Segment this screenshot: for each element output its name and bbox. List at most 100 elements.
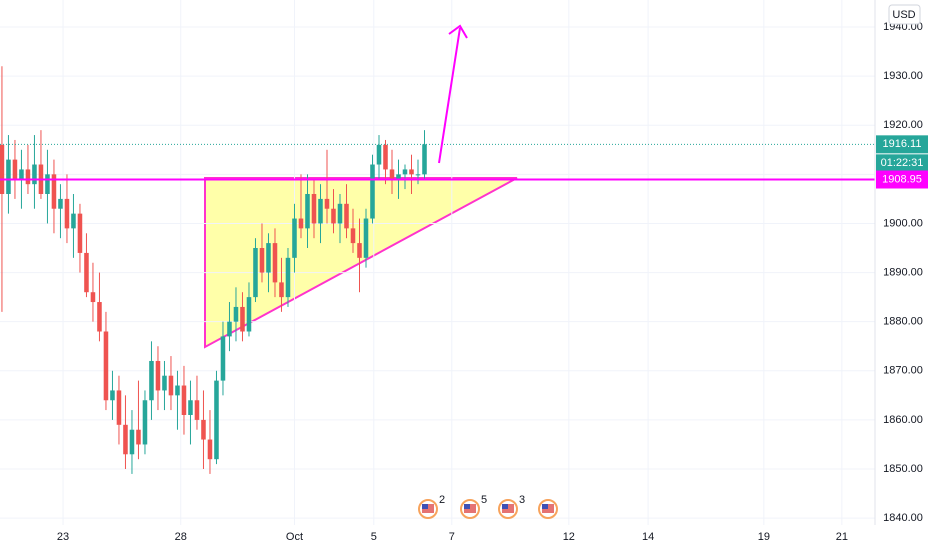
candle-body [103,331,109,401]
candle-body [71,213,76,229]
y-tick-label: 1870.00 [883,365,923,377]
x-tick-label: 19 [758,531,770,543]
candle-body [383,144,388,170]
event-icon[interactable]: 3 [498,494,525,519]
x-tick-label: Oct [286,531,303,543]
candle-body [0,144,5,194]
candle-body [298,218,304,229]
candle-body [324,198,330,209]
event-flag-canton [422,504,428,509]
candle-body [279,282,284,298]
candle-body [168,375,174,396]
candle-body [77,213,83,253]
candle-body [370,164,375,219]
candle-body [422,144,427,175]
candle-body [344,203,349,229]
grid [0,0,875,525]
candle-body [19,169,24,180]
candle-body [181,385,187,415]
event-count: 3 [519,494,525,506]
candle-body [188,400,193,415]
candle-body [6,159,11,194]
candle-body [259,248,265,273]
currency-box[interactable] [888,4,921,25]
candle-body [129,429,135,455]
last-price-label: 1916.11 [883,138,922,150]
candle-body [58,198,63,209]
candle-body [389,169,395,180]
candle-body [32,164,37,185]
candle-body [227,321,232,337]
x-tick-label: 23 [57,531,69,543]
x-tick-label: 5 [371,531,377,543]
candle-body [272,243,278,283]
candle-body [350,228,356,244]
candle-body [253,248,258,298]
event-flag-canton [542,504,548,509]
y-tick-label: 1860.00 [883,414,923,426]
y-tick-label: 1920.00 [883,119,923,131]
y-tick-label: 1940.00 [883,21,923,33]
y-tick-label: 1900.00 [883,217,923,229]
y-tick-label: 1930.00 [883,70,923,82]
candle-body [207,439,213,460]
arrow-drawing [438,27,461,164]
candle-body [240,306,245,332]
candle-body [142,400,148,445]
candle-body [97,302,102,332]
x-tick-label: 14 [642,531,654,543]
candle-body [175,385,180,396]
candle-body [220,336,226,381]
countdown-box [876,154,928,172]
candle-body [402,169,408,175]
candle-body [331,208,336,224]
candle-body [357,243,362,258]
candle-body [246,297,252,332]
currency-label: USD [892,9,915,21]
candle-body [25,169,31,185]
y-tick-label: 1850.00 [883,463,923,475]
candle-body [396,174,401,180]
arrow-head [448,24,468,39]
candle-body [415,174,421,176]
event-icon[interactable] [538,499,558,519]
event-count: 5 [481,494,487,506]
candle-body [305,193,310,229]
y-tick-label: 1890.00 [883,266,923,278]
level-box [876,170,928,189]
event-flag-canton [502,504,508,509]
candle-body [266,243,271,273]
candle-body [84,252,89,293]
candle-body [45,174,50,194]
candle-body [337,203,343,224]
candle-body [116,390,122,425]
event-count: 2 [439,494,445,506]
candle-body [136,429,141,445]
candle-body [194,400,200,420]
x-tick-label: 21 [836,531,848,543]
candle-body [292,218,297,258]
candle-body [233,306,239,322]
candle-body [201,419,206,440]
x-tick-label: 7 [449,531,455,543]
event-flag-canton [464,504,470,509]
candle-body [110,390,115,401]
candle-body [311,193,317,224]
candle-body [214,380,219,460]
plot: 2 5 3 [0,66,875,519]
candle-body [123,424,128,455]
event-icon[interactable]: 2 [418,494,445,519]
level-label: 1908.95 [882,173,922,185]
last-price-box [876,135,928,154]
candle-body [162,375,167,391]
event-icon[interactable]: 5 [460,494,487,519]
candle-body [51,174,57,209]
candle-body [363,218,369,258]
candle-body [285,257,291,298]
x-tick-label: 12 [563,531,575,543]
candle-body [409,169,414,175]
candle-body [12,159,18,180]
candle-body [149,360,154,401]
